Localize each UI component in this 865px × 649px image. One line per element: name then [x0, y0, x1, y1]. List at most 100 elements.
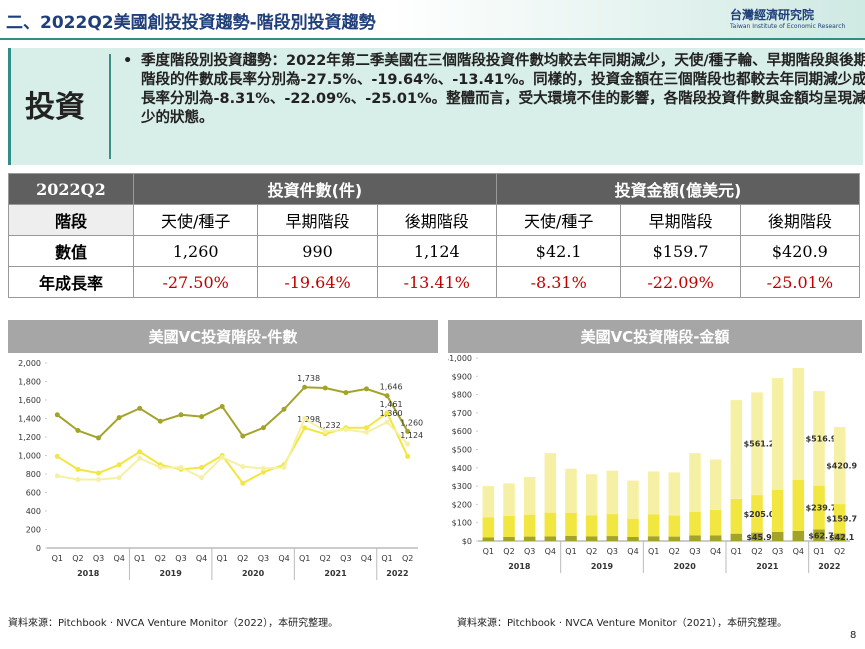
data-label: 1,738 — [297, 374, 320, 383]
x-group-label: 2019 — [160, 569, 183, 578]
x-tick-label: Q2 — [402, 554, 413, 563]
point — [178, 412, 184, 418]
chart-title: 美國VC投資階段-金額 — [581, 328, 730, 346]
x-tick-label: Q3 — [340, 554, 351, 563]
bar-segment — [585, 474, 598, 516]
bar-segment — [833, 427, 846, 505]
point — [240, 480, 246, 486]
table-cell: 數值 — [8, 235, 134, 267]
source: 資料來源：Pitchbook · NVCA Venture Monitor（20… — [457, 618, 788, 629]
point — [219, 454, 225, 460]
data-label: 1,360 — [380, 409, 403, 418]
x-tick-label: Q2 — [834, 547, 845, 556]
bar-segment — [709, 535, 722, 541]
table-cell: -25.01% — [739, 266, 861, 298]
y-tick-label: $300 — [452, 482, 472, 491]
bar-segment — [523, 476, 536, 515]
x-tick-label: Q1 — [813, 547, 824, 556]
series-line — [56, 411, 409, 485]
x-tick-label: Q1 — [134, 554, 145, 563]
table-cell: $42.1 — [495, 235, 622, 267]
x-tick-label: Q4 — [793, 547, 804, 556]
chart-title-bar — [448, 320, 862, 353]
x-tick-label: Q1 — [565, 547, 576, 556]
x-tick-label: Q3 — [258, 554, 269, 563]
bar-segment — [544, 536, 557, 541]
data-label: 1,298 — [297, 415, 320, 424]
table-cell: -22.09% — [620, 266, 741, 298]
bar-segment — [771, 489, 784, 532]
x-tick-label: Q2 — [237, 554, 248, 563]
x-tick-label: Q2 — [155, 554, 166, 563]
x-group-label: 2022 — [818, 562, 840, 571]
x-tick-label: Q2 — [669, 547, 680, 556]
bar-segment — [606, 514, 619, 537]
bar-segment — [813, 529, 825, 541]
bar-segment — [627, 518, 639, 537]
table-cell: $420.9 — [739, 235, 861, 267]
y-tick-label: 1,000 — [18, 452, 41, 461]
point — [75, 466, 81, 472]
y-tick-label: 2,000 — [18, 359, 41, 368]
data-label: $159.7 — [826, 515, 857, 524]
bar-segment — [503, 515, 515, 537]
point — [199, 465, 205, 471]
bar-segment — [565, 468, 577, 514]
y-tick-label: $0 — [462, 537, 472, 546]
data-label: 1,646 — [380, 383, 403, 392]
y-tick-label: $500 — [452, 446, 472, 455]
data-label: $205.0 — [744, 510, 775, 519]
summary-box: 投資 季度階段別投資趨勢：2022年第二季美國在三個階段投資件數均較去年同期減少… — [8, 48, 865, 165]
bar-segment — [792, 479, 805, 531]
x-tick-label: Q1 — [381, 554, 392, 563]
point — [322, 385, 328, 391]
x-tick-label: Q3 — [607, 547, 618, 556]
point — [116, 462, 122, 468]
point — [302, 425, 308, 431]
bar-segment — [606, 470, 619, 515]
y-tick-label: 600 — [26, 489, 41, 498]
point — [343, 427, 349, 433]
y-tick-label: $900 — [452, 372, 472, 381]
source: 資料來源：Pitchbook · NVCA Venture Monitor（20… — [8, 618, 339, 629]
bar-segment — [482, 486, 495, 518]
bar-segment — [792, 530, 805, 541]
data-label: 1,461 — [380, 400, 403, 409]
x-group-label: 2022 — [386, 569, 408, 578]
y-tick-label: 1,200 — [18, 433, 41, 442]
data-label: 1,260 — [400, 418, 423, 427]
bar-segment — [565, 513, 577, 536]
y-tick-label: $200 — [452, 500, 472, 509]
chart-title-bar — [8, 320, 438, 353]
table-cell: 天使/種子 — [495, 204, 622, 236]
x-tick-label: Q4 — [361, 554, 372, 563]
y-tick-label: $100 — [452, 519, 472, 528]
point — [157, 465, 163, 471]
y-tick-label: $600 — [452, 427, 472, 436]
data-label: $62.7 — [808, 531, 833, 540]
data-label: $561.2 — [744, 440, 775, 449]
point — [96, 470, 102, 476]
bar-segment — [523, 514, 536, 537]
x-tick-label: Q1 — [216, 554, 227, 563]
bar-segment — [668, 472, 681, 516]
point — [260, 465, 266, 471]
point — [405, 428, 411, 434]
table-cell: $159.7 — [620, 235, 741, 267]
bar-segment — [689, 453, 701, 512]
y-tick-label: 1,400 — [18, 415, 41, 424]
point — [96, 477, 102, 483]
y-tick-label: 200 — [26, 526, 41, 535]
summary-label: 投資 — [25, 90, 85, 125]
data-label: $420.9 — [826, 462, 857, 471]
bar-segment — [751, 532, 763, 541]
th: 投資件數(件) — [132, 173, 497, 205]
series-line — [57, 417, 409, 481]
series-line — [56, 386, 409, 440]
bar-segment — [585, 536, 598, 541]
bar-segment — [523, 536, 536, 541]
table-cell: 後期階段 — [376, 204, 497, 236]
bar-segment — [627, 536, 639, 541]
x-group-label: 2021 — [324, 569, 347, 578]
point — [405, 441, 411, 447]
